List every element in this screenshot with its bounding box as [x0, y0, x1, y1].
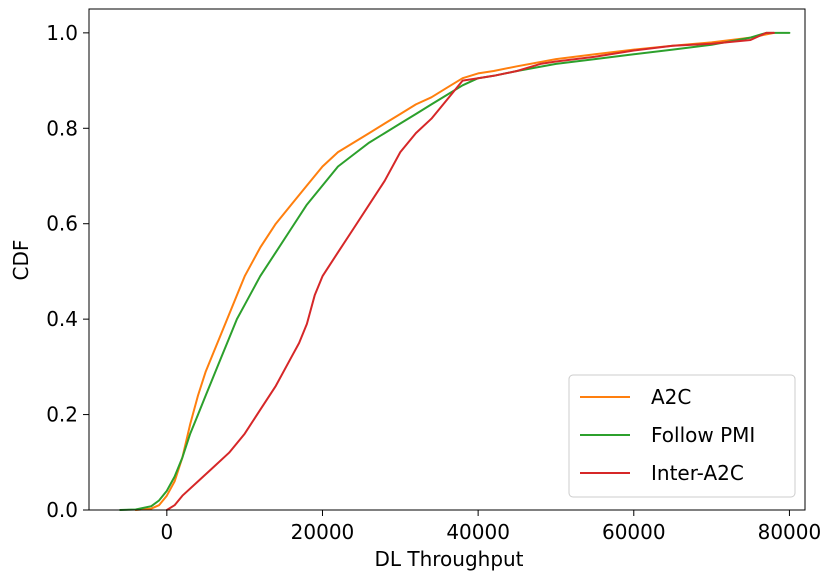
y-axis-ticks: 0.0 0.2 0.4 0.6 0.8 1.0 — [46, 21, 89, 522]
x-tick-label: 0 — [160, 520, 173, 544]
legend-items: A2C Follow PMI Inter-A2C — [580, 385, 755, 485]
y-tick-label: 0.6 — [46, 212, 78, 236]
plot-frame — [88, 8, 806, 511]
x-tick-label: 40000 — [446, 520, 510, 544]
legend-label: A2C — [651, 385, 691, 409]
series-line-inter-a2c — [165, 31, 775, 511]
y-tick-label: 0.2 — [46, 403, 78, 427]
x-axis-label: DL Throughput — [374, 547, 523, 571]
x-tick-label: 80000 — [758, 520, 822, 544]
series-layer — [119, 31, 791, 511]
y-tick-label: 0.4 — [46, 307, 78, 331]
x-axis-ticks: 0 20000 40000 60000 80000 — [160, 510, 821, 544]
legend: A2C Follow PMI Inter-A2C — [568, 374, 796, 498]
legend-label: Inter-A2C — [651, 461, 744, 485]
series-line-follow-pmi — [119, 31, 791, 511]
x-tick-label: 20000 — [291, 520, 355, 544]
y-tick-label: 0.8 — [46, 116, 78, 140]
legend-box — [568, 374, 796, 498]
x-tick-label: 60000 — [602, 520, 666, 544]
y-tick-label: 0.0 — [46, 498, 78, 522]
series-line-a2c — [134, 31, 775, 511]
legend-label: Follow PMI — [651, 423, 755, 447]
y-tick-label: 1.0 — [46, 21, 78, 45]
y-axis-label: CDF — [9, 240, 33, 281]
